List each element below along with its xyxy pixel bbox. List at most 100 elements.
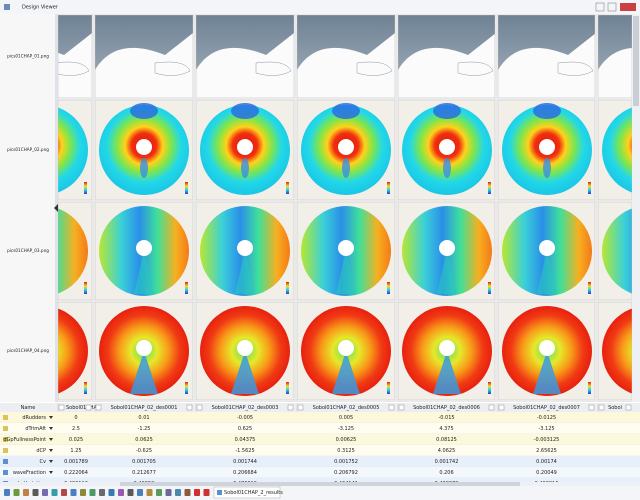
column-close[interactable] xyxy=(588,404,595,411)
toolbar-button[interactable] xyxy=(13,489,20,496)
image-cell[interactable] xyxy=(0,302,92,400)
image-cell[interactable] xyxy=(196,202,294,300)
column-close[interactable] xyxy=(287,404,294,411)
toolbar-button[interactable] xyxy=(23,489,29,496)
image-cell[interactable] xyxy=(398,15,496,98)
scroll-thumb-h[interactable] xyxy=(120,482,520,486)
row-label: pics01CHAP_01.png xyxy=(7,54,49,59)
row-name: Cv xyxy=(40,459,46,465)
hull-profile xyxy=(598,48,632,98)
hub xyxy=(439,139,455,155)
cell-value: -1.5625 xyxy=(235,448,254,454)
toolbar-button[interactable] xyxy=(194,489,200,496)
image-cell[interactable] xyxy=(598,202,640,300)
row-dropdown[interactable] xyxy=(49,471,53,474)
column-close[interactable] xyxy=(85,404,92,411)
row-label: pics01CHAP_03.png xyxy=(7,248,49,253)
image-cell[interactable] xyxy=(196,15,294,98)
image-cell[interactable] xyxy=(498,202,596,300)
cell-value: -0.015 xyxy=(438,415,454,421)
column-menu[interactable] xyxy=(498,404,505,411)
splitter-arrow[interactable] xyxy=(54,204,58,212)
image-cell[interactable] xyxy=(297,202,395,300)
column-close[interactable] xyxy=(388,404,395,411)
color-bar xyxy=(84,282,87,294)
toolbar-button[interactable] xyxy=(175,489,181,496)
column-menu[interactable] xyxy=(598,404,605,411)
image-cell[interactable] xyxy=(398,202,496,300)
row-dropdown[interactable] xyxy=(49,416,53,419)
column-close[interactable] xyxy=(625,404,632,411)
image-cell[interactable] xyxy=(95,302,193,400)
toolbar-button[interactable] xyxy=(184,489,191,496)
image-cell[interactable] xyxy=(196,302,294,400)
toolbar-button[interactable] xyxy=(118,489,124,496)
image-cell[interactable] xyxy=(297,100,395,200)
row-dropdown[interactable] xyxy=(49,449,53,452)
column-menu[interactable] xyxy=(58,404,65,411)
image-cell[interactable] xyxy=(498,302,596,400)
column-menu[interactable] xyxy=(398,404,405,411)
image-cell[interactable] xyxy=(398,100,496,200)
toolbar-button[interactable] xyxy=(80,489,86,496)
column-close[interactable] xyxy=(186,404,193,411)
image-cell[interactable] xyxy=(598,302,640,400)
cell-value: 0.20049 xyxy=(536,470,557,476)
hull-bulb xyxy=(457,61,494,76)
vertical-scrollbar[interactable] xyxy=(632,14,640,402)
row-dropdown[interactable] xyxy=(49,438,53,441)
column-menu[interactable] xyxy=(196,404,203,411)
toolbar-button[interactable] xyxy=(165,489,172,496)
image-cell[interactable] xyxy=(196,100,294,200)
toolbar-button[interactable] xyxy=(70,489,77,496)
color-bar xyxy=(185,182,188,194)
toolbar-button[interactable] xyxy=(4,489,10,496)
contour-blue-bottom xyxy=(443,158,451,178)
row-dropdown[interactable] xyxy=(49,427,53,430)
toolbar-button[interactable] xyxy=(89,489,96,496)
image-cell[interactable] xyxy=(0,15,92,98)
image-cell[interactable] xyxy=(297,15,395,98)
toolbar-button[interactable] xyxy=(137,489,143,496)
image-cell[interactable] xyxy=(498,15,596,98)
cell-value: 2.5 xyxy=(72,426,80,432)
toolbar-button[interactable] xyxy=(99,489,105,496)
column-menu[interactable] xyxy=(297,404,304,411)
hull-bulb xyxy=(58,61,90,76)
image-cell[interactable] xyxy=(398,302,496,400)
color-bar xyxy=(387,282,390,294)
image-cell[interactable] xyxy=(598,15,640,98)
row-icon xyxy=(3,470,8,475)
image-cell[interactable] xyxy=(95,202,193,300)
column-menu[interactable] xyxy=(95,404,102,411)
scroll-thumb[interactable] xyxy=(633,16,639,106)
toolbar-button[interactable] xyxy=(51,489,58,496)
minimize-button[interactable] xyxy=(595,2,605,12)
toolbar-button[interactable] xyxy=(108,489,115,496)
toolbar-button[interactable] xyxy=(42,489,48,496)
image-cell[interactable] xyxy=(297,302,395,400)
table-header-bg xyxy=(0,403,640,412)
image-cell[interactable] xyxy=(0,202,92,300)
cell-value: 0.206684 xyxy=(233,470,257,476)
column-close[interactable] xyxy=(488,404,495,411)
image-cell[interactable] xyxy=(598,100,640,200)
hull-bulb xyxy=(557,61,594,76)
image-cell[interactable] xyxy=(498,100,596,200)
image-cell[interactable] xyxy=(95,100,193,200)
results-tab[interactable] xyxy=(213,486,281,499)
cell-value: -1.25 xyxy=(138,426,151,432)
row-dropdown[interactable] xyxy=(49,460,53,463)
image-cell[interactable] xyxy=(95,15,193,98)
image-cell[interactable] xyxy=(0,100,92,200)
maximize-button[interactable] xyxy=(607,2,617,12)
toolbar-button[interactable] xyxy=(156,489,162,496)
row-icon xyxy=(3,415,8,420)
toolbar-button[interactable] xyxy=(32,489,39,496)
contour-blue-bottom xyxy=(140,158,148,178)
toolbar-button[interactable] xyxy=(203,489,210,496)
close-button[interactable] xyxy=(620,3,636,11)
toolbar-button[interactable] xyxy=(146,489,153,496)
toolbar-button[interactable] xyxy=(61,489,67,496)
toolbar-button[interactable] xyxy=(127,489,134,496)
